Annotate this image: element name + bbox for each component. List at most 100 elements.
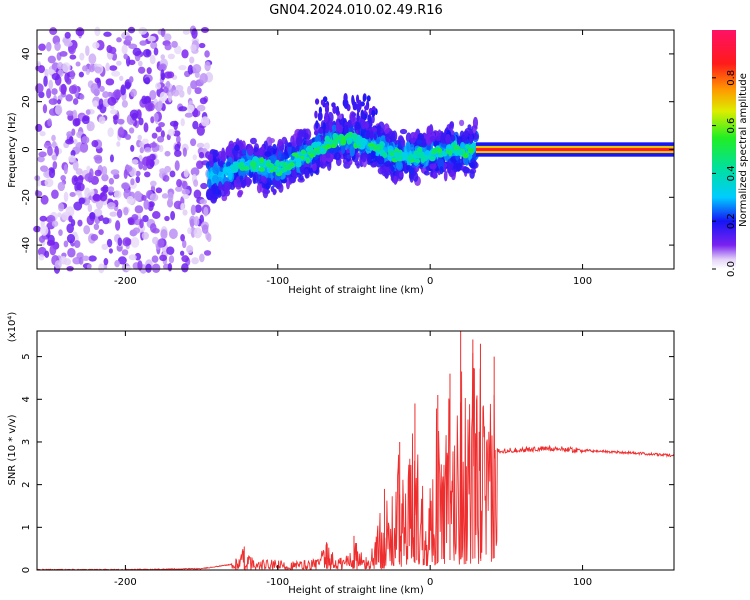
spectrogram-noise-cell (69, 191, 76, 197)
spectrogram-noise-cell (166, 71, 175, 79)
spectrogram-cells (33, 25, 674, 274)
spectrogram-noise-cell (108, 46, 117, 54)
spectrogram-noise-cell (59, 51, 68, 57)
spectrogram-band-cell (392, 130, 398, 142)
spectrogram-noise-cell (182, 209, 188, 216)
spectrogram-noise-cell (93, 208, 103, 217)
spectrogram-noise-cell (120, 84, 126, 96)
spectrogram-noise-cell (105, 62, 110, 72)
spectrogram-band-cell (263, 140, 268, 151)
spectrogram-noise-cell (107, 186, 115, 193)
spectrogram-noise-cell (60, 83, 67, 95)
spectrogram-noise-cell (46, 239, 55, 247)
spectrogram-band-cell (406, 141, 411, 153)
spectrogram-band-cell (364, 105, 369, 111)
spectrogram-noise-cell (86, 165, 91, 172)
spectrogram-band-cell (426, 125, 432, 135)
spectrogram-band-cell (259, 147, 264, 158)
spectrogram-band-cell (373, 134, 377, 140)
spectrogram-band-cell (435, 135, 442, 142)
spectrogram-core-cell (305, 147, 311, 152)
spectrogram-noise-cell (114, 260, 120, 268)
spectrogram-noise-cell (137, 260, 143, 271)
spectrogram-band-cell (253, 146, 259, 153)
spectrogram-core-cell (258, 166, 266, 172)
spectrogram-noise-cell (203, 250, 212, 256)
spectrogram-noise-cell (191, 28, 198, 39)
spectrogram-band-cell (211, 193, 219, 200)
spectrogram-noise-cell (124, 265, 132, 272)
spectrogram-noise-cell (101, 173, 109, 182)
spectrogram-noise-cell (143, 122, 149, 133)
spectrogram-band-cell (344, 124, 349, 136)
colorbar-ticks: 0.0 0.2 0.4 0.6 0.8 (712, 70, 737, 277)
spectrogram-noise-cell (174, 45, 182, 55)
spectrogram-band-cell (249, 137, 257, 145)
spectrogram-core-cell (382, 152, 388, 159)
spectrogram-noise-cell (121, 100, 128, 108)
spectrogram-noise-cell (184, 112, 193, 118)
snr-x-tick-label: 0 (427, 577, 433, 588)
spectrogram-band-cell (315, 120, 319, 129)
spectrogram-core-cell (259, 157, 265, 164)
spectrogram-band-cell (209, 159, 214, 168)
spectrogram-noise-cell (167, 53, 175, 60)
spectrogram-noise-cell (199, 198, 207, 205)
spectrogram-noise-cell (130, 88, 137, 98)
spectrogram-noise-cell (119, 75, 124, 81)
spectrogram-band-cell (335, 105, 340, 114)
spectrogram-noise-cell (60, 174, 66, 181)
spectrogram-noise-cell (40, 165, 49, 172)
spectrogram-noise-cell (88, 255, 97, 262)
spectrogram-core-cell (354, 138, 362, 146)
spectrogram-band-cell (383, 123, 390, 135)
spectrogram-band-cell (352, 101, 358, 111)
spectrogram-noise-cell (66, 223, 74, 234)
spectrogram-noise-cell (123, 207, 129, 216)
spectrogram-noise-cell (141, 194, 147, 201)
spectrogram-band-cell (335, 120, 341, 132)
spectrogram-noise-cell (186, 245, 194, 254)
spectrogram-y-tick-label: -20 (21, 189, 32, 205)
spectrogram-noise-cell (35, 83, 44, 94)
spectrogram-noise-cell (64, 31, 71, 39)
spectrogram-noise-cell (130, 144, 135, 152)
spectrogram-noise-cell (180, 118, 185, 127)
spectrogram-band-cell (314, 98, 320, 105)
spectrogram-noise-cell (117, 127, 125, 138)
spectrogram-noise-cell (130, 178, 135, 186)
spectrogram-core-cell (295, 157, 302, 163)
spectrogram-noise-cell (149, 89, 157, 101)
spectrogram-noise-cell (78, 256, 84, 265)
spectrogram-noise-cell (44, 178, 54, 188)
spectrogram-noise-cell (158, 144, 164, 153)
spectrogram-noise-cell (99, 191, 108, 202)
spectrogram-noise-cell (57, 212, 62, 218)
spectrogram-band-cell (324, 111, 329, 123)
spectrogram-band-cell (469, 133, 473, 145)
spectrogram-band-cell (432, 171, 437, 180)
spectrogram-noise-cell (99, 85, 105, 93)
spectrogram-band-cell (239, 175, 244, 181)
spectrogram-noise-cell (82, 65, 88, 72)
spectrogram-y-tick-label: 40 (21, 48, 32, 61)
spectrogram-core-cell (244, 165, 250, 171)
spectrogram-noise-cell (63, 240, 69, 248)
spectrogram-band-cell (260, 175, 267, 183)
spectrogram-band-cell (317, 111, 323, 121)
spectrogram-band-cell (385, 132, 390, 143)
spectrogram-noise-cell (159, 63, 167, 72)
spectrogram-noise-cell (117, 256, 127, 265)
spectrogram-noise-cell (47, 145, 53, 156)
spectrogram-band-cell (296, 136, 303, 147)
spectrogram-noise-cell (102, 217, 110, 225)
spectrogram-noise-cell (200, 116, 210, 127)
spectrogram-noise-cell (81, 116, 90, 125)
chart-title: GN04.2024.010.02.49.R16 (269, 3, 443, 18)
spectrogram-noise-cell (168, 255, 175, 264)
spectrogram-noise-cell (73, 240, 81, 249)
spectrogram-noise-cell (90, 83, 99, 94)
spectrogram-band-cell (458, 119, 465, 127)
